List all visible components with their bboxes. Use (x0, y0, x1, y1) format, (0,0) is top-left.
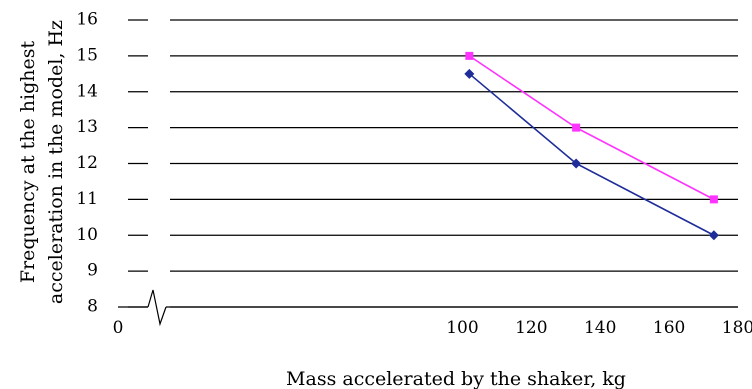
x-tick-label-140: 140 (584, 318, 616, 338)
y-axis-label: Frequency at the highest acceleration in… (17, 20, 67, 304)
series-0-point-2 (709, 195, 718, 204)
y-tick-label-13: 13 (76, 117, 98, 137)
x-tick-label-100: 100 (446, 318, 478, 338)
y-tick-label-9: 9 (87, 261, 98, 281)
x-tick-label-180: 180 (722, 318, 752, 338)
series-0-point-0 (465, 51, 474, 60)
y-tick-label-16: 16 (76, 10, 98, 30)
axes (118, 289, 738, 327)
x-axis-label: Mass accelerated by the shaker, kg (286, 368, 626, 389)
y-tick-label-12: 12 (76, 153, 98, 173)
y-tick-label-8: 8 (87, 297, 98, 317)
x-tick-label-0: 0 (113, 318, 124, 338)
x-axis-break (147, 289, 167, 327)
data-series (464, 51, 719, 241)
y-tick-label-11: 11 (76, 189, 98, 209)
x-tick-label-120: 120 (515, 318, 547, 338)
series-1-point-1 (571, 158, 582, 169)
y-axis-label-line2: acceleration in the model, Hz (45, 20, 67, 304)
y-tick-label-14: 14 (76, 81, 98, 101)
series-0-point-1 (572, 123, 581, 132)
x-tick-label-160: 160 (653, 318, 685, 338)
y-tick-label-10: 10 (76, 225, 98, 245)
y-axis-label-line1: Frequency at the highest (17, 40, 39, 283)
series-1-point-2 (708, 230, 719, 241)
y-tick-label-15: 15 (76, 45, 98, 65)
series-1-point-0 (464, 68, 475, 79)
